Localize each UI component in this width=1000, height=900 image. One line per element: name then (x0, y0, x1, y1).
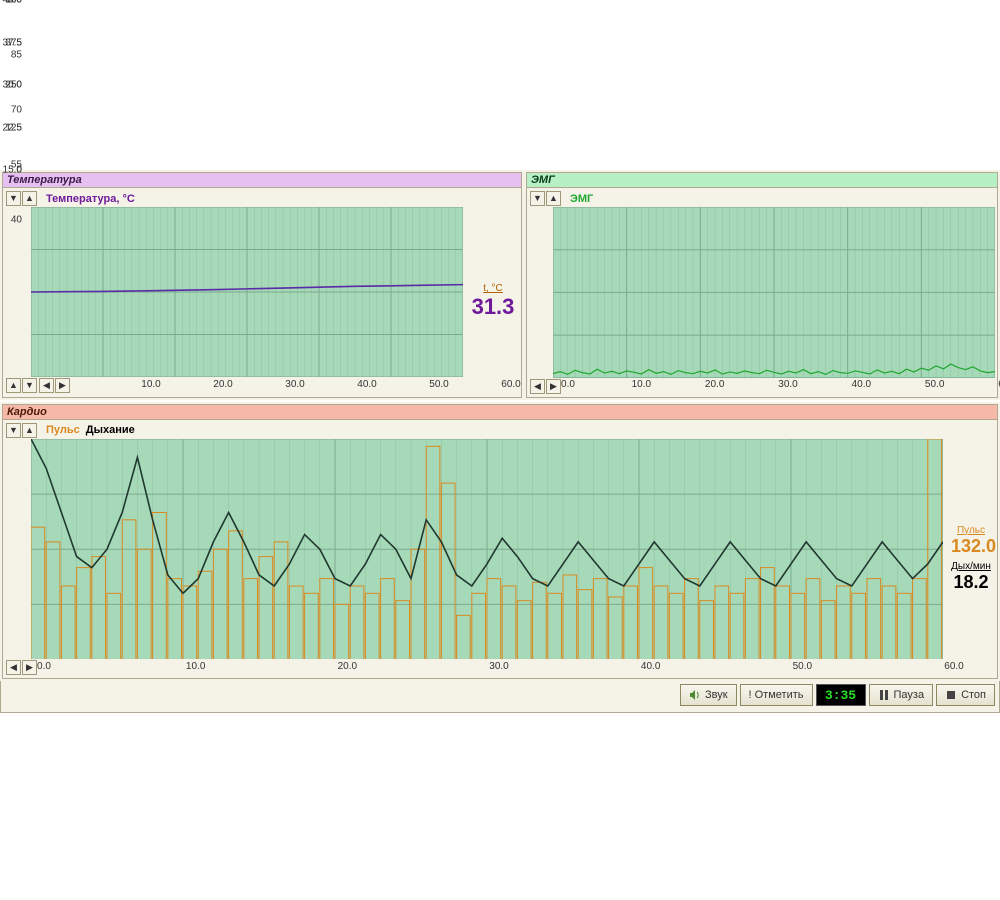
stop-button[interactable]: Стоп (936, 684, 995, 706)
panel-temperature: Температура ▼ ▲ Температура, °C (2, 172, 522, 398)
emg-scale-up-icon[interactable]: ▲ (546, 191, 561, 206)
stop-icon (945, 689, 957, 701)
temp-x-right-icon[interactable]: ▶ (55, 378, 70, 393)
temp-value-label: t, °C (469, 283, 517, 294)
cardio-x-right-icon[interactable]: ▶ (22, 660, 37, 675)
temp-value: 31.3 (469, 294, 517, 320)
cardio-scale-up-icon[interactable]: ▲ (22, 423, 37, 438)
emg-x-right-icon[interactable]: ▶ (546, 379, 561, 394)
bottom-row: Кардио ▼ ▲ Пульс Дыхание (0, 402, 1000, 681)
panel-cardio-title: Кардио (3, 405, 997, 420)
emg-legend: ЭМГ (570, 193, 593, 205)
panel-temperature-title: Температура (3, 173, 521, 188)
temp-chart (31, 207, 463, 377)
temp-x-nav: ◀ ▶ (38, 377, 71, 394)
panel-cardio: Кардио ▼ ▲ Пульс Дыхание (2, 404, 998, 679)
pause-button-label: Пауза (894, 689, 925, 701)
mark-button-label: ! Отметить (749, 689, 804, 701)
app-root: Температура ▼ ▲ Температура, °C (0, 0, 1000, 713)
sound-button-label: Звук (705, 689, 728, 701)
pulse-value: 132.0 (951, 536, 991, 557)
breath-value: 18.2 (951, 572, 991, 593)
panel-emg: ЭМГ ▼ ▲ ЭМГ ◀ ▶ (526, 172, 998, 398)
cardio-chart (31, 439, 943, 659)
emg-scale-down-icon[interactable]: ▼ (530, 191, 545, 206)
sound-button[interactable]: Звук (680, 684, 737, 706)
speaker-icon (689, 689, 701, 701)
pulse-value-label: Пульс (951, 525, 991, 536)
stop-button-label: Стоп (961, 689, 986, 701)
cardio-legend-breath: Дыхание (86, 424, 135, 436)
temp-scale-up-icon[interactable]: ▲ (22, 191, 37, 206)
temp-y-down-icon[interactable]: ▼ (22, 378, 37, 393)
temp-legend: Температура, °C (46, 193, 135, 205)
pause-button[interactable]: Пауза (869, 684, 934, 706)
pause-icon (878, 689, 890, 701)
cardio-legend-pulse: Пульс (46, 424, 80, 436)
emg-x-left-icon[interactable]: ◀ (530, 379, 545, 394)
top-row: Температура ▼ ▲ Температура, °C (0, 170, 1000, 400)
temp-x-left-icon[interactable]: ◀ (39, 378, 54, 393)
toolbar: Звук ! Отметить 3:35 Пауза Стоп (0, 681, 1000, 713)
breath-value-label: Дых/мин (951, 561, 991, 572)
timer-display: 3:35 (816, 684, 866, 706)
emg-chart (553, 207, 995, 378)
panel-emg-title: ЭМГ (527, 173, 997, 188)
mark-button[interactable]: ! Отметить (740, 684, 813, 706)
